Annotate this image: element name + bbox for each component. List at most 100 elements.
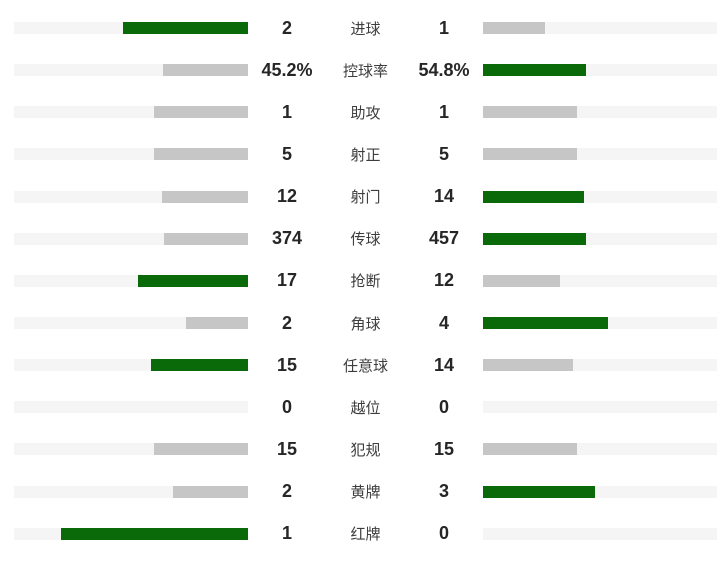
away-stat-value: 12 bbox=[433, 270, 455, 291]
stat-label: 角球 bbox=[350, 315, 381, 333]
home-stat-value: 12 bbox=[276, 186, 298, 207]
home-stat-value: 1 bbox=[281, 101, 292, 122]
home-stat-value: 1 bbox=[281, 523, 292, 544]
home-bar-fill bbox=[154, 148, 248, 161]
away-bar-fill bbox=[483, 148, 577, 161]
home-bar-track bbox=[14, 401, 248, 414]
away-bar-fill bbox=[483, 274, 561, 287]
home-stat-value: 45.2% bbox=[261, 59, 313, 80]
stat-row: 5 射正 5 bbox=[0, 133, 728, 175]
home-bar-track bbox=[14, 190, 248, 203]
home-bar-track bbox=[14, 443, 248, 456]
home-bar-track bbox=[14, 106, 248, 119]
home-stat-value: 0 bbox=[281, 396, 292, 417]
home-stat-value: 2 bbox=[281, 312, 292, 333]
home-bar-fill bbox=[163, 232, 248, 245]
away-stat-value: 457 bbox=[428, 228, 460, 249]
home-stat-value: 5 bbox=[281, 143, 292, 164]
away-bar-fill bbox=[483, 232, 586, 245]
away-bar-track bbox=[483, 359, 717, 372]
away-bar-track bbox=[483, 64, 717, 77]
home-bar-fill bbox=[60, 527, 248, 540]
home-bar-fill bbox=[163, 64, 248, 77]
away-bar-track bbox=[483, 232, 717, 245]
away-stat-value: 1 bbox=[438, 101, 449, 122]
away-bar-track bbox=[483, 401, 717, 414]
home-bar-fill bbox=[173, 485, 248, 498]
stat-label: 射门 bbox=[350, 189, 381, 207]
stat-row: 17 抢断 12 bbox=[0, 260, 728, 302]
away-bar-fill bbox=[483, 443, 577, 456]
stat-row: 1 助攻 1 bbox=[0, 91, 728, 133]
stat-row: 2 角球 4 bbox=[0, 302, 728, 344]
stat-row: 0 越位 0 bbox=[0, 386, 728, 428]
stat-label: 越位 bbox=[350, 399, 381, 417]
home-stat-value: 2 bbox=[281, 481, 292, 502]
stat-label: 传球 bbox=[350, 231, 381, 249]
stat-label: 任意球 bbox=[342, 357, 388, 375]
away-stat-value: 0 bbox=[438, 396, 449, 417]
stat-label: 进球 bbox=[350, 20, 381, 38]
away-bar-fill bbox=[483, 485, 596, 498]
home-stat-value: 15 bbox=[276, 354, 298, 375]
away-stat-value: 15 bbox=[433, 438, 455, 459]
away-bar-track bbox=[483, 190, 717, 203]
home-stat-value: 374 bbox=[271, 228, 303, 249]
stat-row: 374 传球 457 bbox=[0, 218, 728, 260]
away-stat-value: 14 bbox=[433, 186, 455, 207]
home-bar-track bbox=[14, 148, 248, 161]
away-bar-fill bbox=[483, 190, 584, 203]
away-stat-value: 14 bbox=[433, 354, 455, 375]
home-bar-fill bbox=[123, 22, 248, 35]
home-bar-track bbox=[14, 485, 248, 498]
away-bar-fill bbox=[483, 359, 574, 372]
away-stat-value: 54.8% bbox=[418, 59, 470, 80]
home-bar-fill bbox=[151, 359, 248, 372]
home-bar-fill bbox=[138, 274, 248, 287]
away-bar-fill bbox=[483, 106, 577, 119]
home-bar-track bbox=[14, 527, 248, 540]
stat-label: 黄牌 bbox=[350, 484, 381, 502]
stat-row: 12 射门 14 bbox=[0, 176, 728, 218]
stat-label: 射正 bbox=[350, 146, 381, 164]
match-stats-panel: 2 进球 1 45.2% 控球率 54.8% 1 助攻 1 5 射正 bbox=[0, 17, 728, 555]
stat-row: 2 黄牌 3 bbox=[0, 471, 728, 513]
away-bar-track bbox=[483, 485, 717, 498]
away-stat-value: 3 bbox=[438, 481, 449, 502]
away-bar-track bbox=[483, 22, 717, 35]
home-bar-track bbox=[14, 22, 248, 35]
home-stat-value: 15 bbox=[276, 438, 298, 459]
stat-row: 15 任意球 14 bbox=[0, 344, 728, 386]
home-bar-track bbox=[14, 232, 248, 245]
stat-label: 抢断 bbox=[350, 273, 381, 291]
away-bar-track bbox=[483, 317, 717, 330]
away-bar-track bbox=[483, 527, 717, 540]
away-bar-fill bbox=[483, 317, 608, 330]
away-stat-value: 4 bbox=[438, 312, 449, 333]
stat-row: 45.2% 控球率 54.8% bbox=[0, 49, 728, 91]
home-bar-fill bbox=[154, 106, 248, 119]
home-bar-fill bbox=[154, 443, 248, 456]
home-bar-track bbox=[14, 317, 248, 330]
home-bar-track bbox=[14, 64, 248, 77]
away-bar-fill bbox=[483, 64, 586, 77]
away-stat-value: 0 bbox=[438, 523, 449, 544]
stat-label: 红牌 bbox=[350, 526, 381, 544]
away-bar-track bbox=[483, 274, 717, 287]
stat-label: 犯规 bbox=[350, 441, 381, 459]
home-stat-value: 2 bbox=[281, 17, 292, 38]
stat-label: 控球率 bbox=[342, 62, 388, 80]
home-bar-fill bbox=[161, 190, 248, 203]
stat-label: 助攻 bbox=[350, 104, 381, 122]
home-bar-fill bbox=[185, 317, 248, 330]
stat-row: 15 犯规 15 bbox=[0, 428, 728, 470]
stat-row: 1 红牌 0 bbox=[0, 513, 728, 555]
away-bar-track bbox=[483, 106, 717, 119]
away-bar-track bbox=[483, 148, 717, 161]
home-bar-track bbox=[14, 359, 248, 372]
home-bar-track bbox=[14, 274, 248, 287]
away-bar-track bbox=[483, 443, 717, 456]
away-stat-value: 5 bbox=[438, 143, 449, 164]
away-bar-fill bbox=[483, 22, 546, 35]
home-stat-value: 17 bbox=[276, 270, 298, 291]
